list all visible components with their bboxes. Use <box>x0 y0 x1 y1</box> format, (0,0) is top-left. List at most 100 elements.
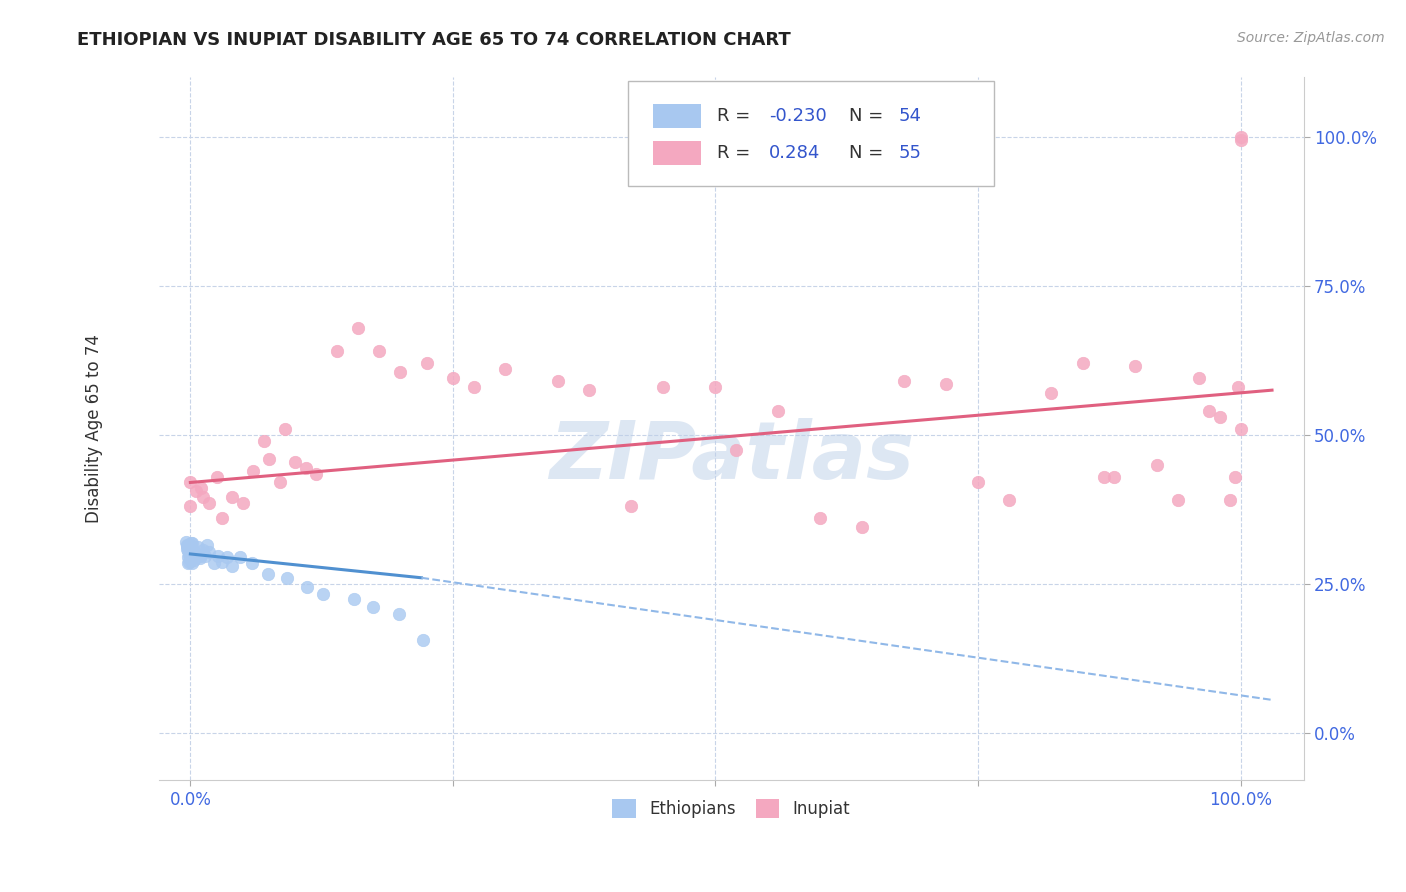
Point <box>179 544 201 558</box>
Point <box>183 545 205 559</box>
Point <box>276 571 298 585</box>
Point <box>412 633 434 648</box>
Point <box>704 380 727 394</box>
Text: N =: N = <box>849 144 883 161</box>
Text: 55: 55 <box>898 144 921 161</box>
Point <box>1092 469 1115 483</box>
Point <box>1104 469 1126 483</box>
Point <box>295 580 318 594</box>
Point <box>232 496 254 510</box>
Point <box>176 539 198 553</box>
Point <box>253 434 276 448</box>
Point <box>183 544 205 558</box>
Point <box>179 549 201 563</box>
Point <box>725 442 748 457</box>
Point <box>768 404 790 418</box>
Text: ZIPatlas: ZIPatlas <box>548 418 914 496</box>
Point <box>494 362 516 376</box>
Point <box>190 482 212 496</box>
Point <box>1198 404 1220 418</box>
Point <box>177 556 200 570</box>
Point <box>190 549 212 564</box>
Point <box>179 500 201 514</box>
Point <box>179 544 201 558</box>
Point <box>205 469 228 483</box>
Point <box>211 511 233 525</box>
Point <box>810 511 832 525</box>
Point <box>179 555 201 569</box>
Point <box>284 455 307 469</box>
Text: -0.230: -0.230 <box>769 107 827 125</box>
Point <box>176 541 198 556</box>
Point <box>620 500 643 514</box>
Point <box>179 539 201 553</box>
FancyBboxPatch shape <box>654 104 702 128</box>
Point <box>180 536 202 550</box>
Point <box>179 552 201 566</box>
Text: R =: R = <box>717 144 751 161</box>
Point <box>184 484 207 499</box>
Point <box>183 553 205 567</box>
Point <box>187 540 209 554</box>
Point <box>1187 371 1209 385</box>
Point <box>197 545 219 559</box>
Y-axis label: Disability Age 65 to 74: Disability Age 65 to 74 <box>86 334 103 524</box>
Point <box>229 549 252 564</box>
Point <box>998 493 1021 508</box>
Point <box>186 547 208 561</box>
Point <box>893 374 915 388</box>
Point <box>180 540 202 554</box>
Point <box>1227 380 1250 394</box>
Point <box>1219 493 1241 508</box>
Point <box>191 542 214 557</box>
Point <box>180 549 202 564</box>
Point <box>180 544 202 558</box>
Point <box>257 566 280 581</box>
Text: N =: N = <box>849 107 883 125</box>
Legend: Ethiopians, Inupiat: Ethiopians, Inupiat <box>606 792 856 825</box>
Point <box>547 374 569 388</box>
Text: R =: R = <box>717 107 751 125</box>
Point <box>312 587 335 601</box>
Point <box>851 520 873 534</box>
Point <box>326 344 349 359</box>
Point <box>295 460 318 475</box>
Point <box>441 371 464 385</box>
Point <box>176 535 198 549</box>
Point <box>180 536 202 550</box>
Point <box>652 380 675 394</box>
FancyBboxPatch shape <box>654 141 702 165</box>
Point <box>194 549 217 563</box>
Point <box>177 543 200 558</box>
Point <box>215 549 238 564</box>
Point <box>176 538 198 552</box>
Point <box>202 556 225 570</box>
Point <box>179 543 201 558</box>
Point <box>179 546 201 560</box>
Point <box>180 549 202 564</box>
Point <box>1040 386 1063 401</box>
Text: Source: ZipAtlas.com: Source: ZipAtlas.com <box>1237 31 1385 45</box>
Point <box>274 422 297 436</box>
Point <box>191 491 214 505</box>
Point <box>257 451 280 466</box>
Point <box>967 475 990 490</box>
Point <box>179 538 201 552</box>
FancyBboxPatch shape <box>628 81 994 186</box>
Point <box>1071 356 1094 370</box>
Point <box>935 377 957 392</box>
Point <box>242 464 264 478</box>
Point <box>388 607 411 622</box>
Point <box>1125 359 1147 374</box>
Point <box>221 558 243 573</box>
Point <box>415 356 437 370</box>
Point <box>188 550 211 565</box>
Point <box>179 475 201 490</box>
Point <box>180 549 202 564</box>
Point <box>183 550 205 565</box>
Point <box>1229 133 1251 147</box>
Point <box>578 383 600 397</box>
Point <box>1166 493 1188 508</box>
Point <box>1229 422 1251 436</box>
Point <box>198 496 221 510</box>
